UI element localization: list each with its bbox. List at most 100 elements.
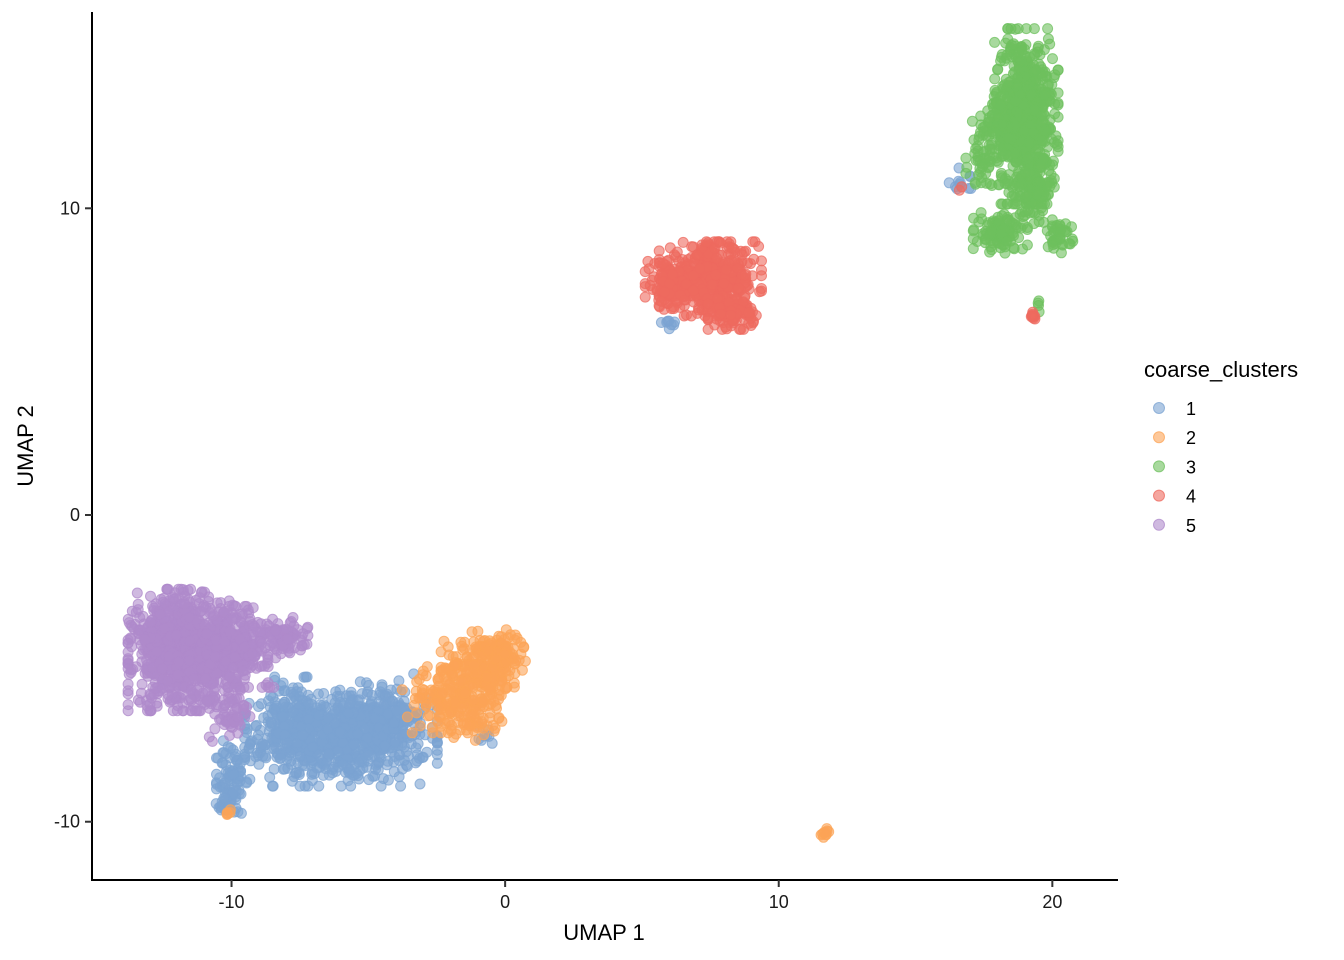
scatter-point — [476, 716, 488, 728]
scatter-point — [960, 152, 972, 164]
scatter-point — [747, 236, 759, 248]
scatter-point — [1039, 124, 1051, 136]
scatter-point — [218, 636, 230, 647]
scatter-point — [218, 606, 230, 618]
legend-label: 5 — [1186, 516, 1196, 536]
scatter-point — [413, 692, 425, 704]
scatter-point — [312, 688, 324, 700]
scatter-point — [369, 712, 380, 724]
scatter-point — [1029, 49, 1041, 61]
scatter-point — [313, 780, 325, 792]
x-tick-label: 20 — [1042, 892, 1062, 912]
scatter-point — [664, 278, 676, 290]
scatter-point — [420, 670, 432, 682]
scatter-point — [224, 730, 236, 741]
scatter-point — [706, 279, 718, 291]
scatter-point — [1010, 95, 1022, 107]
scatter-point — [361, 732, 373, 744]
scatter-point — [211, 768, 222, 780]
x-tick-label: -10 — [219, 892, 245, 912]
scatter-point — [352, 770, 364, 782]
scatter-point — [484, 707, 496, 719]
scatter-point — [122, 678, 134, 690]
scatter-point — [222, 808, 233, 820]
scatter-point — [639, 291, 651, 303]
scatter-point — [313, 710, 325, 721]
scatter-point — [244, 739, 256, 750]
scatter-point — [401, 746, 412, 758]
scatter-point — [1036, 135, 1047, 147]
scatter-point — [264, 771, 276, 783]
scatter-point — [643, 263, 655, 275]
scatter-point — [229, 704, 241, 716]
scatter-point — [411, 676, 423, 688]
legend-key — [1153, 431, 1165, 444]
scatter-point — [966, 115, 978, 127]
scatter-point — [322, 723, 334, 735]
scatter-point — [352, 728, 364, 740]
series-1-points — [210, 162, 977, 819]
scatter-point — [139, 633, 151, 645]
scatter-point — [490, 653, 502, 665]
scatter-point — [281, 737, 293, 749]
scatter-point — [980, 234, 992, 245]
scatter-point — [256, 660, 268, 672]
scatter-point — [663, 315, 675, 327]
scatter-point — [437, 687, 448, 699]
series-2-points — [221, 624, 835, 843]
scatter-point — [406, 727, 418, 739]
scatter-point — [155, 593, 167, 605]
scatter-point — [1032, 297, 1044, 309]
scatter-point — [984, 246, 996, 258]
scatter-point — [265, 717, 277, 729]
scatter-point — [306, 768, 318, 780]
scatter-point — [277, 710, 289, 722]
scatter-point — [285, 686, 297, 698]
scatter-point — [170, 629, 182, 641]
scatter-point — [720, 321, 732, 333]
scatter-point — [1006, 190, 1018, 202]
scatter-point — [435, 727, 447, 739]
scatter-point — [424, 688, 436, 700]
scatter-point — [432, 717, 444, 729]
scatter-point — [493, 630, 505, 642]
scatter-point — [227, 768, 239, 780]
scatter-point — [183, 611, 195, 623]
scatter-point — [209, 650, 221, 662]
scatter-point — [239, 641, 251, 653]
scatter-point — [989, 36, 1001, 48]
scatter-point — [395, 780, 407, 792]
scatter-point — [1019, 166, 1031, 178]
scatter-point — [298, 639, 310, 651]
scatter-point — [975, 207, 987, 219]
x-tick-label: 0 — [500, 892, 510, 912]
scatter-point — [411, 707, 423, 719]
scatter-point — [195, 587, 207, 599]
scatter-point — [264, 681, 276, 693]
scatter-point — [172, 668, 184, 680]
scatter-point — [1011, 72, 1023, 84]
scatter-point — [691, 249, 703, 261]
scatter-point — [983, 217, 995, 229]
scatter-point — [995, 228, 1007, 240]
x-axis-title: UMAP 1 — [563, 920, 645, 945]
scatter-point — [983, 112, 995, 124]
scatter-point — [292, 738, 303, 750]
scatter-point — [219, 719, 231, 731]
scatter-point — [956, 181, 968, 193]
scatter-point — [226, 614, 238, 626]
scatter-point — [678, 294, 690, 306]
scatter-point — [756, 270, 767, 282]
scatter-point — [513, 654, 525, 666]
scatter-point — [282, 633, 294, 645]
scatter-point — [353, 756, 365, 768]
scatter-point — [1042, 33, 1054, 45]
scatter-point — [297, 729, 309, 741]
legend-label: 2 — [1186, 428, 1196, 448]
scatter-point — [1037, 153, 1049, 165]
scatter-point — [499, 648, 511, 660]
scatter-point — [337, 758, 349, 770]
scatter-point — [257, 738, 268, 750]
scatter-point — [375, 780, 387, 792]
scatter-point — [756, 255, 767, 267]
